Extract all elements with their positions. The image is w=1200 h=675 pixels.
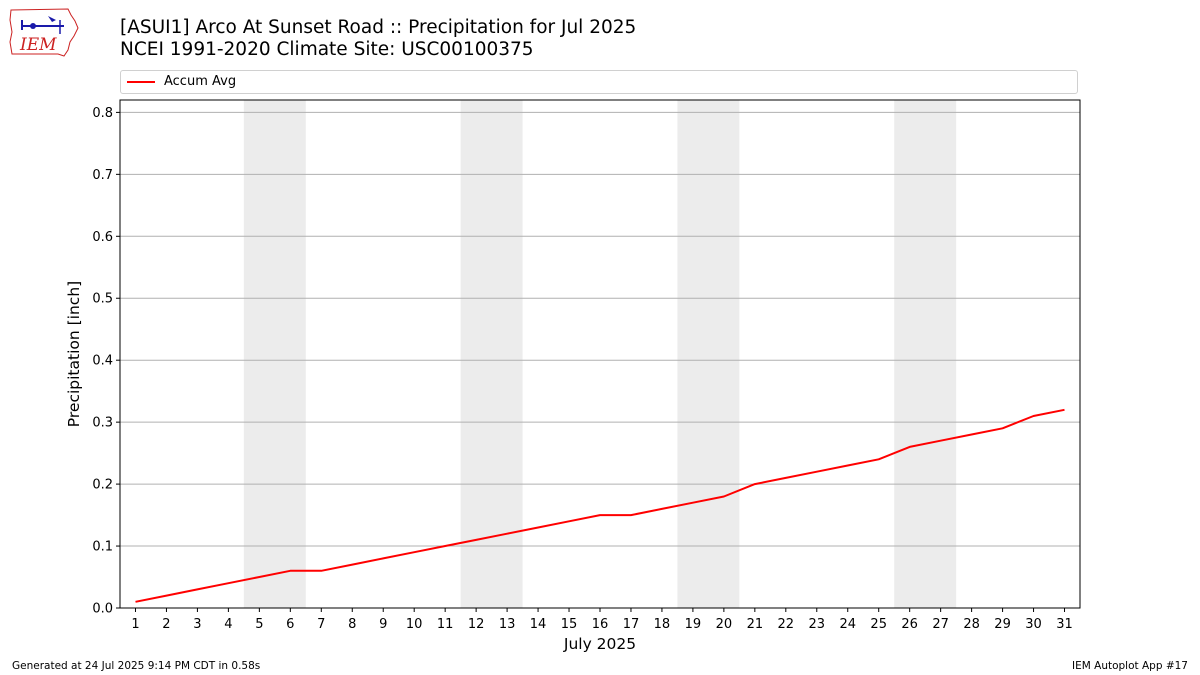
x-tick-label: 10: [406, 617, 423, 632]
x-tick-label: 31: [1056, 617, 1073, 632]
x-axis-label: July 2025: [563, 635, 636, 653]
legend-label: Accum Avg: [164, 74, 237, 89]
weekend-band: [460, 100, 523, 608]
series-line-accum-avg: [135, 408, 1065, 603]
x-tick-label: 1: [131, 617, 139, 632]
y-axis-label: Precipitation [inch]: [65, 281, 83, 427]
y-tick-label: 0.6: [92, 230, 113, 245]
x-tick-label: 28: [963, 617, 980, 632]
weekend-band: [243, 100, 306, 608]
chart-title: [ASUI1] Arco At Sunset Road :: Precipita…: [120, 17, 636, 61]
x-tick-label: 7: [317, 617, 325, 632]
x-tick-label: 3: [193, 617, 201, 632]
y-tick-label: 0.4: [92, 354, 113, 369]
plot-frame: [119, 99, 1081, 609]
x-tick-label: 24: [839, 617, 856, 632]
x-tick-label: 13: [499, 617, 516, 632]
x-tick-label: 5: [255, 617, 263, 632]
x-tick-label: 4: [224, 617, 232, 632]
x-tick-label: 14: [530, 617, 547, 632]
x-tick-label: 21: [747, 617, 764, 632]
x-tick-label: 8: [348, 617, 356, 632]
x-tick-label: 16: [592, 617, 609, 632]
x-tick-label: 9: [379, 617, 387, 632]
x-tick-label: 25: [870, 617, 887, 632]
y-tick-label: 0.7: [92, 168, 113, 183]
legend: Accum Avg: [120, 70, 1078, 94]
x-tick-label: 19: [685, 617, 702, 632]
x-tick-label: 2: [162, 617, 170, 632]
x-tick-label: 6: [286, 617, 294, 632]
x-tick-label: 18: [654, 617, 671, 632]
y-tick-label: 0.0: [92, 602, 113, 617]
x-tick-label: 26: [901, 617, 918, 632]
title-line-1: [ASUI1] Arco At Sunset Road :: Precipita…: [120, 17, 637, 38]
y-tick-label: 0.1: [92, 540, 113, 555]
y-tick-label: 0.5: [92, 292, 113, 307]
x-tick-label: 23: [809, 617, 826, 632]
iowa-state-outline-icon: IEM: [9, 8, 79, 57]
legend-swatch: [127, 81, 155, 83]
x-tick-label: 12: [468, 617, 485, 632]
logo-text: IEM: [19, 35, 57, 55]
footer-app-id: IEM Autoplot App #17: [1072, 660, 1188, 672]
x-tick-label: 11: [437, 617, 454, 632]
x-tick-label: 22: [778, 617, 795, 632]
footer-generated: Generated at 24 Jul 2025 9:14 PM CDT in …: [12, 660, 261, 672]
y-tick-label: 0.8: [92, 106, 113, 121]
y-tick-label: 0.3: [92, 416, 113, 431]
title-line-2: NCEI 1991-2020 Climate Site: USC00100375: [120, 39, 534, 60]
x-tick-label: 27: [932, 617, 949, 632]
weekend-band: [894, 100, 957, 608]
x-tick-label: 15: [561, 617, 578, 632]
weekend-band: [677, 100, 740, 608]
x-tick-label: 30: [1025, 617, 1042, 632]
x-tick-label: 20: [716, 617, 733, 632]
y-tick-label: 0.2: [92, 478, 113, 493]
x-tick-label: 29: [994, 617, 1011, 632]
x-tick-label: 17: [623, 617, 640, 632]
iem-logo: IEM: [8, 6, 80, 58]
